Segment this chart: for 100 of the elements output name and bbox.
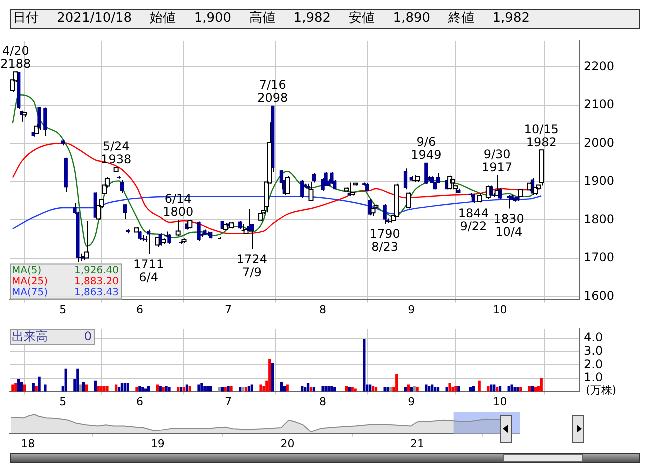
bar xyxy=(472,386,476,392)
x-tick-label: 21 xyxy=(410,437,424,450)
x-tick-label: 7 xyxy=(225,395,232,408)
bar xyxy=(227,386,230,392)
y-axis-title: (万株) xyxy=(586,384,617,398)
bar xyxy=(97,386,100,392)
bar xyxy=(363,340,366,392)
bar xyxy=(147,386,150,392)
bar xyxy=(454,386,458,392)
bar xyxy=(413,386,416,392)
y-tick-label: 4.0 xyxy=(584,330,604,345)
bar xyxy=(200,383,204,392)
x-tick-label: 10 xyxy=(493,395,508,408)
annotation: 5/24 1938 xyxy=(101,139,132,166)
x-tick-label: 5 xyxy=(60,395,67,408)
x-tick-label: 9 xyxy=(408,395,416,408)
bar xyxy=(82,382,86,392)
annotation: 1844 9/22 xyxy=(458,206,489,234)
bar xyxy=(330,386,334,392)
x-tick-label: 9 xyxy=(408,303,416,316)
bar xyxy=(520,387,522,392)
bar xyxy=(428,386,431,392)
bar xyxy=(168,387,171,392)
bar xyxy=(120,383,124,392)
annotation: 1,863.43 xyxy=(74,287,119,298)
bar xyxy=(124,383,127,392)
bar xyxy=(280,382,284,392)
text: MA(75) xyxy=(12,287,48,298)
bar xyxy=(14,383,18,392)
bar xyxy=(162,387,165,392)
bar xyxy=(106,386,109,392)
bar xyxy=(328,386,330,392)
candlestick xyxy=(404,168,408,190)
bar xyxy=(206,386,210,392)
bar xyxy=(100,386,103,392)
bar xyxy=(540,378,543,392)
bar xyxy=(514,387,516,392)
x-tick-label: 6 xyxy=(136,303,144,316)
bar xyxy=(416,387,419,392)
y-tick-label: 1600 xyxy=(584,288,615,303)
y-tick-label: 3.0 xyxy=(584,344,604,358)
x-tick-label: 6 xyxy=(136,395,144,408)
bar xyxy=(188,386,192,392)
candlestick xyxy=(366,183,370,192)
bar xyxy=(204,386,206,392)
candlestick xyxy=(44,107,48,137)
bar xyxy=(322,386,324,392)
annotation: 1724 7/9 xyxy=(236,252,268,280)
bar xyxy=(260,384,262,392)
candlestick xyxy=(61,139,65,146)
x-tick-label: 8 xyxy=(320,303,327,316)
bar xyxy=(498,386,502,392)
candlestick xyxy=(138,230,142,241)
x-tick-label: 5 xyxy=(60,303,67,316)
candlestick xyxy=(38,106,42,131)
bar xyxy=(138,386,142,392)
bar xyxy=(516,387,520,392)
x-tick-label: 10 xyxy=(493,303,508,316)
bar xyxy=(301,386,304,392)
bar xyxy=(531,386,534,392)
bar xyxy=(425,384,428,392)
annotation: 1711 6/4 xyxy=(134,257,164,284)
candlestick xyxy=(120,180,124,194)
x-tick-label: 19 xyxy=(150,437,165,450)
bar xyxy=(390,387,392,392)
bar xyxy=(386,387,390,392)
annotation: 7/16 2098 xyxy=(258,78,288,106)
bar xyxy=(159,386,162,392)
bar xyxy=(76,368,80,392)
x-tick-label: 18 xyxy=(21,437,36,450)
annotation: 1830 10/4 xyxy=(494,212,524,239)
annotation: 9/6 1949 xyxy=(411,135,442,162)
bar xyxy=(384,387,386,392)
y-tick-label: 2000 xyxy=(584,136,615,150)
bar xyxy=(268,360,272,392)
candlestick xyxy=(64,157,68,193)
candlestick xyxy=(424,162,428,184)
y-tick-label: 2200 xyxy=(584,59,615,74)
bar xyxy=(35,386,38,392)
bar xyxy=(64,368,68,392)
x-tick-label: 20 xyxy=(280,437,295,450)
bar xyxy=(32,383,35,392)
bar xyxy=(272,364,274,392)
bar xyxy=(372,386,375,392)
bar xyxy=(452,387,454,392)
candlestick xyxy=(209,232,213,239)
y-tick-label: 1700 xyxy=(584,250,615,265)
y-tick-label: 2.0 xyxy=(584,357,604,372)
bar xyxy=(94,380,97,392)
bar xyxy=(18,379,20,392)
bar xyxy=(20,382,24,392)
bar xyxy=(283,386,286,392)
bar xyxy=(230,386,233,392)
bar xyxy=(448,383,452,392)
annotation: 1,926.40 xyxy=(74,265,119,276)
bar xyxy=(44,384,47,392)
y-tick-label: 1.0 xyxy=(584,370,604,385)
y-tick-label: 1800 xyxy=(584,212,615,226)
bar xyxy=(510,384,514,392)
y-tick-label: 2100 xyxy=(584,98,615,112)
